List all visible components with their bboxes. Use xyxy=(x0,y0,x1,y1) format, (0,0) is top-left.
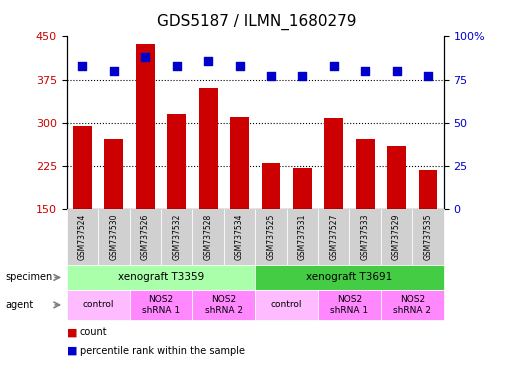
Text: control: control xyxy=(83,300,114,310)
Point xyxy=(424,73,432,79)
Bar xyxy=(324,118,343,209)
Point xyxy=(172,63,181,69)
Text: GSM737527: GSM737527 xyxy=(329,214,338,260)
Text: NOS2
shRNA 2: NOS2 shRNA 2 xyxy=(393,295,431,314)
Point xyxy=(78,63,87,69)
Text: GSM737529: GSM737529 xyxy=(392,214,401,260)
Text: xenograft T3691: xenograft T3691 xyxy=(306,272,392,283)
Text: agent: agent xyxy=(5,300,33,310)
Bar xyxy=(293,168,312,209)
Bar xyxy=(167,114,186,209)
Bar xyxy=(387,146,406,209)
Text: ■: ■ xyxy=(67,327,77,337)
Bar xyxy=(105,139,123,209)
Text: control: control xyxy=(271,300,302,310)
Point xyxy=(235,63,244,69)
Text: GSM737525: GSM737525 xyxy=(266,214,275,260)
Text: specimen: specimen xyxy=(5,272,52,283)
Text: GSM737530: GSM737530 xyxy=(109,214,119,260)
Bar xyxy=(419,170,438,209)
Text: GSM737534: GSM737534 xyxy=(235,214,244,260)
Point xyxy=(141,54,149,60)
Bar xyxy=(73,126,92,209)
Point xyxy=(110,68,118,74)
Bar xyxy=(199,88,218,209)
Point xyxy=(361,68,369,74)
Text: GDS5187 / ILMN_1680279: GDS5187 / ILMN_1680279 xyxy=(157,13,356,30)
Bar xyxy=(262,163,280,209)
Text: percentile rank within the sample: percentile rank within the sample xyxy=(80,346,245,356)
Text: xenograft T3359: xenograft T3359 xyxy=(118,272,204,283)
Text: NOS2
shRNA 2: NOS2 shRNA 2 xyxy=(205,295,243,314)
Text: ■: ■ xyxy=(67,346,77,356)
Point xyxy=(204,58,212,64)
Bar xyxy=(136,44,154,209)
Text: GSM737533: GSM737533 xyxy=(361,214,370,260)
Point xyxy=(267,73,275,79)
Text: NOS2
shRNA 1: NOS2 shRNA 1 xyxy=(330,295,368,314)
Bar xyxy=(356,139,374,209)
Text: GSM737528: GSM737528 xyxy=(204,214,212,260)
Point xyxy=(330,63,338,69)
Text: GSM737531: GSM737531 xyxy=(298,214,307,260)
Text: GSM737524: GSM737524 xyxy=(78,214,87,260)
Text: GSM737526: GSM737526 xyxy=(141,214,150,260)
Text: GSM737535: GSM737535 xyxy=(424,214,432,260)
Point xyxy=(298,73,306,79)
Text: count: count xyxy=(80,327,107,337)
Bar xyxy=(230,117,249,209)
Text: GSM737532: GSM737532 xyxy=(172,214,181,260)
Text: NOS2
shRNA 1: NOS2 shRNA 1 xyxy=(142,295,180,314)
Point xyxy=(392,68,401,74)
